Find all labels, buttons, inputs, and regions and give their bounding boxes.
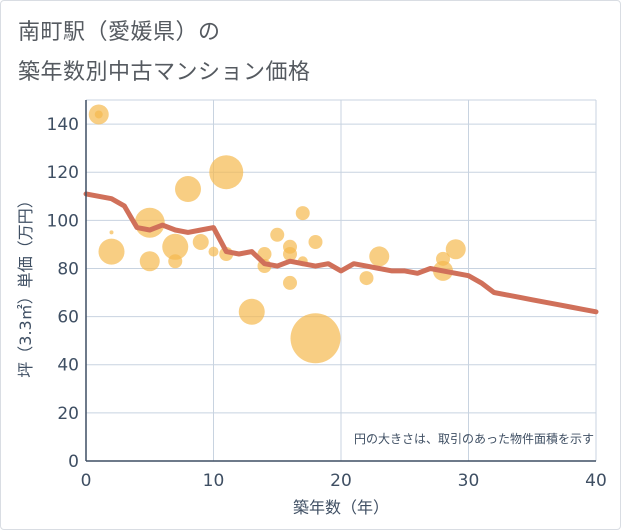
x-tick-label: 10	[203, 471, 225, 491]
x-tick-label: 20	[330, 471, 352, 491]
bubble-13	[238, 298, 265, 325]
bubble-5	[139, 251, 160, 272]
y-tick-label: 80	[57, 259, 79, 279]
bubble-9	[192, 233, 209, 250]
bubble-layer	[88, 104, 466, 364]
bubble-23	[290, 313, 341, 364]
bubble-4	[134, 207, 165, 238]
y-tick-label: 0	[68, 452, 79, 472]
bubble-19	[283, 275, 297, 290]
trend-layer	[83, 191, 599, 315]
y-tick-label: 60	[57, 308, 79, 328]
bubble-8	[175, 176, 201, 203]
y-tick-label: 40	[57, 356, 79, 376]
bubble-11	[209, 155, 244, 190]
bubble-20	[295, 206, 310, 221]
axes	[85, 100, 596, 462]
bubble-1	[94, 110, 103, 119]
chart-title-line-1: 南町駅（愛媛県）の	[18, 20, 221, 45]
bubble-22	[308, 234, 323, 249]
bubble-25	[369, 246, 390, 267]
bubble-6	[162, 233, 189, 260]
bubble-2	[109, 230, 114, 235]
bubble-10	[208, 246, 219, 257]
size-note: 円の大きさは、取引のあった物件面積を示す	[354, 431, 594, 446]
y-axis-label: 坪（3.3㎡）単価（万円）	[16, 192, 35, 377]
bubble-16	[270, 227, 285, 242]
x-tick-label: 30	[458, 471, 480, 491]
y-tick-label: 120	[47, 163, 79, 183]
x-axis-label: 築年数（年）	[293, 498, 389, 517]
y-tick-label: 140	[47, 115, 79, 135]
bubble-24	[359, 271, 374, 286]
x-tick-label: 0	[81, 471, 92, 491]
bubble-7	[168, 254, 183, 269]
x-tick-label: 40	[585, 471, 607, 491]
y-tick-label: 20	[57, 404, 79, 424]
bubble-28	[445, 239, 466, 260]
tick-labels: 0 10 20 30 40 0 20 40 60 80 100 120 140	[47, 115, 607, 491]
trend-line	[83, 191, 599, 315]
grid-lines	[86, 99, 597, 461]
bubble-18	[283, 247, 297, 262]
y-tick-label: 100	[47, 211, 79, 231]
bubble-3	[98, 238, 125, 265]
chart-title-line-2: 築年数別中古マンション価格	[18, 60, 311, 85]
